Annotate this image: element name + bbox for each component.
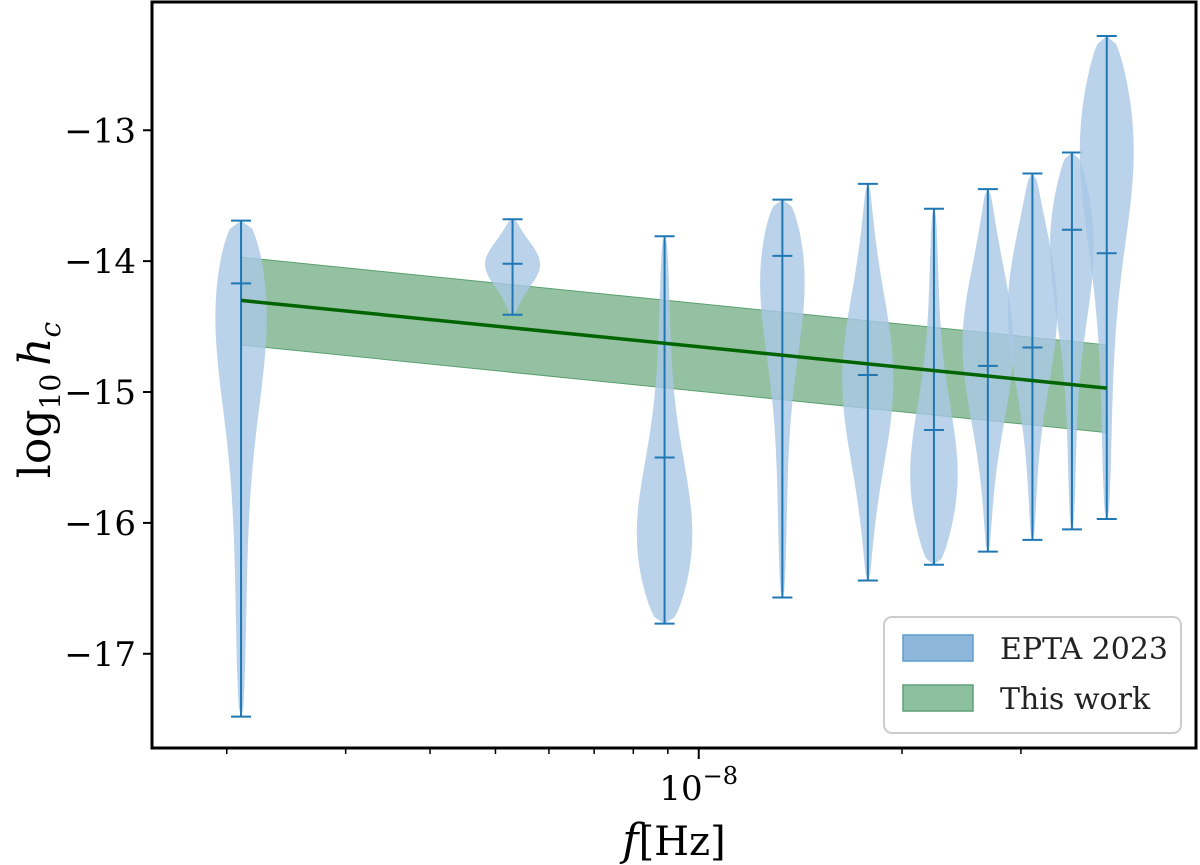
y-axis-label-var: h — [10, 337, 61, 365]
y-tick-label-0: −17 — [64, 635, 136, 675]
x-axis-label: f[Hz] — [619, 815, 725, 865]
y-tick-label-4: −13 — [64, 111, 136, 151]
y-tick-label-3: −14 — [64, 242, 136, 282]
y-tick-label-2: −15 — [64, 373, 136, 413]
x-tick-label-exp: −8 — [703, 762, 738, 790]
x-tick-label: 10−8 — [659, 762, 738, 809]
violin-layer — [215, 35, 1134, 718]
legend-label-epta: EPTA 2023 — [1000, 632, 1168, 667]
y-tick-label-1: −16 — [64, 504, 136, 544]
x-axis-label-unit: [Hz] — [639, 819, 726, 865]
line-layer — [240, 298, 1107, 390]
plot-frame — [150, 0, 1198, 750]
x-tick-label-base: 10 — [659, 769, 702, 809]
y-axis-label-base: log — [10, 409, 61, 478]
legend: EPTA 2023 This work — [883, 616, 1182, 734]
legend-swatch-epta — [902, 634, 974, 662]
legend-swatch-this-work — [902, 684, 974, 712]
this-work-fit-line — [240, 298, 1107, 390]
y-axis-label: log10 hc — [10, 321, 67, 478]
y-axis-label-sub: 10 — [34, 374, 67, 410]
axes-layer: −17 −16 −15 −14 −13 10−8 — [64, 0, 1198, 809]
y-axis-label-varsub: c — [34, 321, 67, 337]
legend-label-this-work: This work — [1000, 682, 1151, 717]
